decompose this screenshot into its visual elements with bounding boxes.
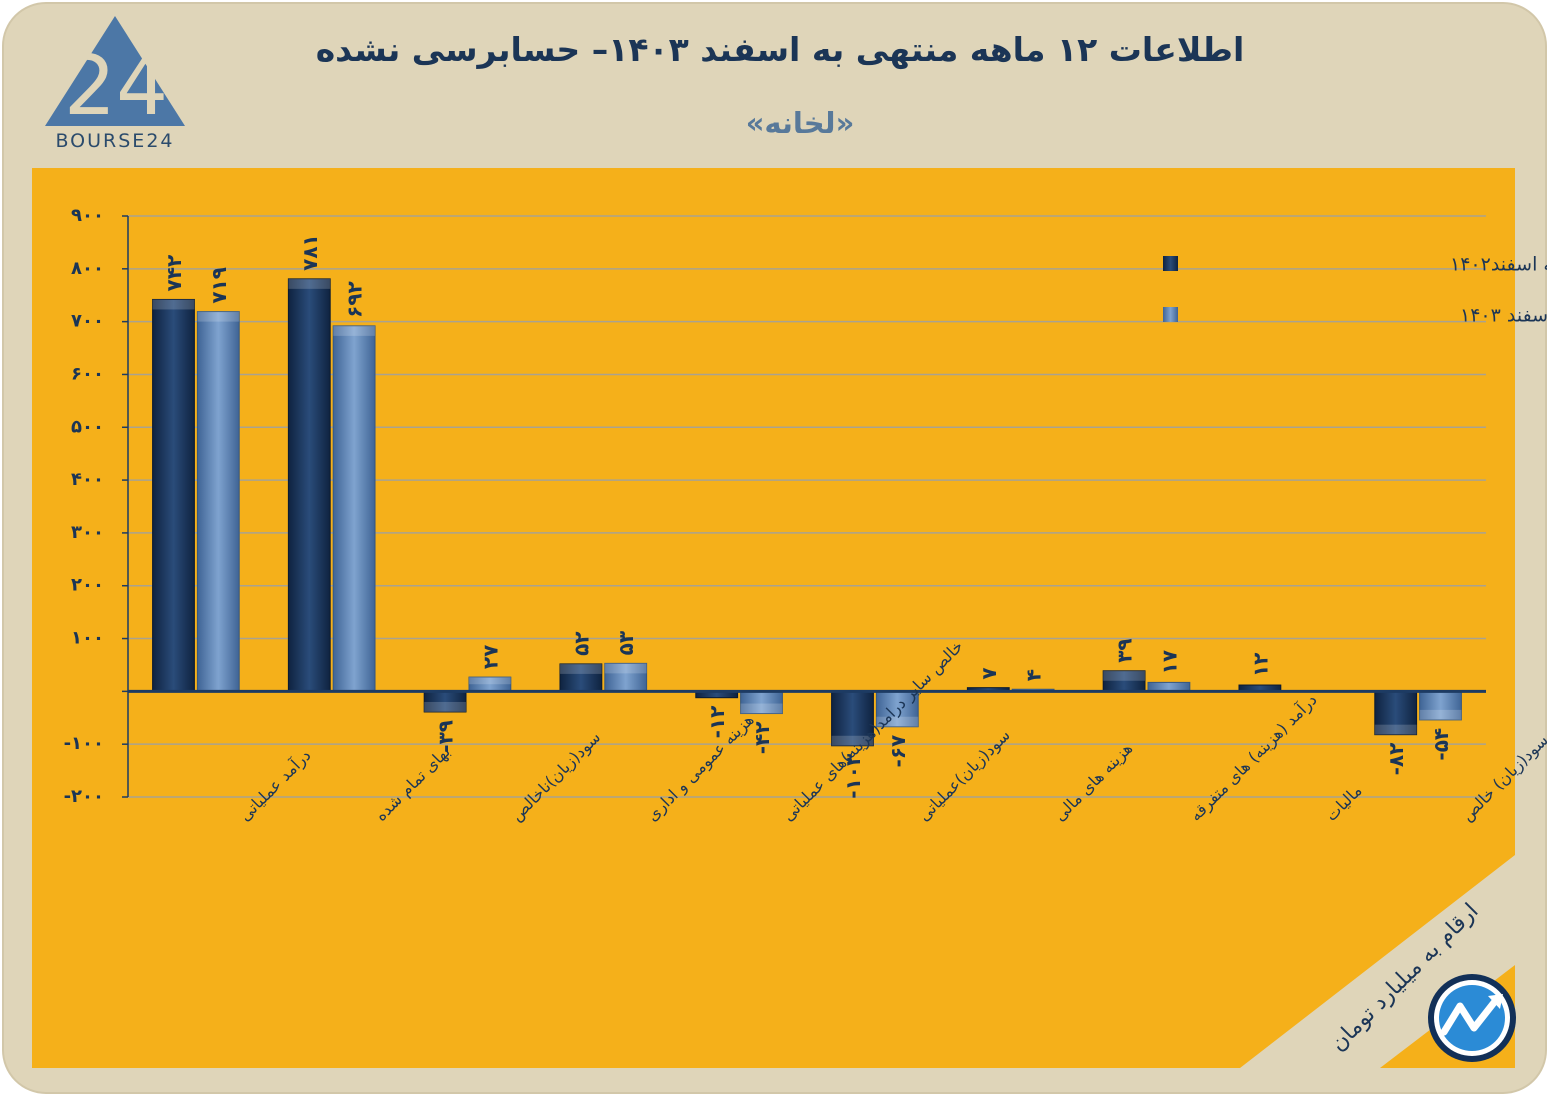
bar-1403 (196, 311, 240, 692)
trend-arrow-icon (1428, 974, 1516, 1062)
y-tick-label: ۹۰۰ (71, 205, 104, 226)
data-label: -۳۹ (434, 720, 458, 753)
bar-1402 (831, 690, 874, 747)
legend-swatch-1402 (1163, 256, 1178, 271)
bar-1402 (1374, 690, 1418, 736)
data-label: ۶۹۲ (343, 281, 367, 318)
y-tick-label: ۲۰۰ (71, 575, 104, 596)
bar-1403 (1419, 690, 1462, 721)
bar-1403-bevel (333, 325, 376, 336)
y-tick-label: ۷۰۰ (71, 311, 104, 332)
data-label: ۱۲ (1248, 653, 1272, 677)
bar-1402-bevel (288, 278, 331, 289)
y-tick-label: ۴۰۰ (71, 469, 104, 490)
legend-label-1403: عملکرد منتهی به اسفند ۱۴۰۳ (1460, 305, 1547, 327)
data-label: ۲۷ (478, 645, 502, 669)
bar-1402-bevel (152, 299, 195, 310)
data-label: -۸۲ (1384, 743, 1408, 776)
data-label: ۷۴۲ (162, 255, 186, 292)
bar-1403 (332, 325, 376, 692)
y-tick-label: -۲۰۰ (64, 786, 104, 807)
bar-1403-bevel (1419, 709, 1462, 720)
data-label: -۵۴ (1429, 728, 1453, 761)
logo-mark: 24 (64, 39, 168, 134)
data-label: -۴۲ (750, 722, 774, 755)
legend-label-1402: عملکرد منتهی به اسفند۱۴۰۲ (1450, 254, 1547, 276)
y-axis-ticks: -۲۰۰ -۱۰۰ ۱۰۰ ۲۰۰ ۳۰۰ ۴۰۰ ۵۰۰ ۶۰۰ ۷۰۰ ۸۰۰ ۹۰۰ (64, 205, 104, 807)
data-label: -۱۲ (705, 706, 729, 739)
bars (152, 278, 1462, 747)
legend-swatch-1403 (1163, 307, 1178, 322)
bar-1403-bevel (740, 703, 783, 714)
logo-text: BOURSE24 (55, 130, 175, 152)
data-labels: ۷۴۲ ۷۱۹ ۷۸۱ ۶۹۲ -۳۹ ۲۷ ۵۲ ۵۳ -۱۲ -۴۲ -۱۰۳ -۶۷ ۷ ۴ ۳۹ ۱۷… (162, 234, 1453, 798)
bar-1402-bevel (831, 735, 874, 746)
y-tick-label: ۸۰۰ (71, 258, 104, 279)
bar-1402-bevel (1103, 670, 1145, 681)
data-label: -۱۰۳ (841, 754, 865, 799)
bar-1402-bevel (1374, 724, 1417, 735)
y-tick-label: ۱۰۰ (71, 628, 104, 649)
data-label: ۷ (977, 667, 1001, 679)
data-label: ۵۲ (569, 631, 593, 655)
bar-1403-bevel (876, 716, 919, 727)
bar-1403-bevel (469, 677, 511, 685)
plot-background (32, 168, 1515, 1068)
page-title: اطلاعات ۱۲ ماهه منتهی به اسفند ۱۴۰۳– حسا… (315, 30, 1245, 69)
bar-1402 (559, 663, 603, 692)
bar-1402-bevel (559, 663, 602, 674)
legend: عملکرد منتهی به اسفند۱۴۰۲ عملکرد منتهی ب… (1163, 254, 1547, 327)
y-tick-label: ۵۰۰ (71, 416, 104, 437)
data-label: ۵۳ (614, 631, 638, 655)
data-label: ۱۷ (1157, 650, 1181, 674)
bar-1402-bevel (424, 701, 466, 712)
bar-1403-bevel (604, 663, 647, 674)
data-label: ۳۹ (1113, 638, 1137, 662)
brand-logo-icon: 24 (45, 16, 185, 134)
y-tick-label: ۶۰۰ (71, 363, 104, 384)
page-subtitle: «لخانه» (745, 106, 855, 140)
bar-1403 (875, 690, 919, 728)
bar-1402 (152, 298, 195, 692)
bar-1402 (287, 278, 331, 692)
y-tick-label: -۱۰۰ (64, 733, 104, 754)
bar-1403-bevel (197, 311, 240, 322)
data-label: -۶۷ (886, 735, 910, 768)
data-label: ۴ (1022, 669, 1046, 681)
y-tick-label: ۳۰۰ (71, 522, 104, 543)
data-label: ۷۸۱ (298, 234, 322, 271)
data-label: ۷۱۹ (207, 267, 231, 304)
